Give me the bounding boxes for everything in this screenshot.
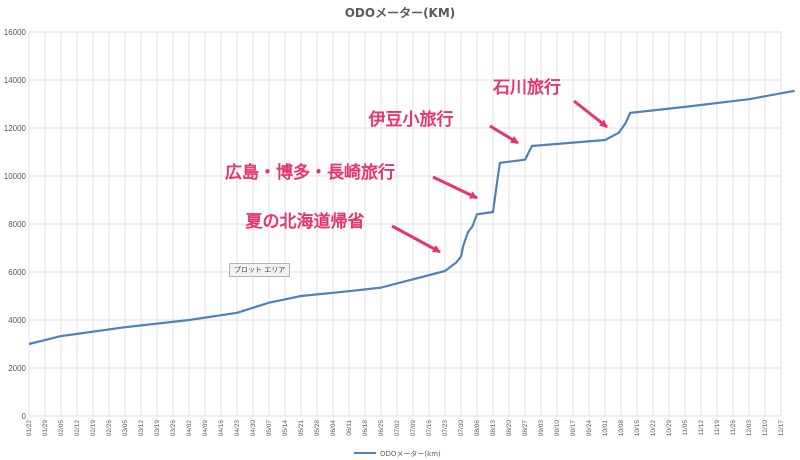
annotation-arrow [489, 124, 519, 145]
x-tick-label: 10/22 [650, 420, 657, 437]
x-tick-label: 04/30 [250, 420, 257, 437]
annotation-label: 広島・博多・長崎旅行 [225, 162, 395, 183]
y-tick-label: 14000 [4, 76, 27, 85]
x-tick-label: 08/20 [506, 420, 513, 437]
y-tick-label: 12000 [4, 124, 27, 133]
x-tick-label: 07/30 [458, 420, 465, 437]
x-tick-label: 12/17 [778, 420, 785, 437]
x-tick-label: 10/29 [666, 420, 673, 437]
y-tick-label: 4000 [8, 316, 26, 325]
x-tick-label: 07/02 [394, 420, 401, 437]
annotation-arrow [573, 99, 608, 129]
y-tick-label: 8000 [8, 220, 26, 229]
x-tick-label: 11/05 [682, 420, 689, 436]
x-tick-label: 07/16 [426, 420, 433, 437]
x-tick-label: 09/24 [586, 420, 593, 437]
x-tick-label: 08/27 [522, 420, 529, 437]
x-axis-tick-labels: 01/22 01/29 02/05 02/12 02/19 02/26 03/05 03/12… [26, 420, 785, 437]
x-tick-label: 05/14 [282, 420, 289, 437]
x-tick-label: 12/03 [746, 420, 753, 437]
x-tick-label: 09/17 [570, 420, 577, 437]
legend: ODOメーター(km) [354, 449, 441, 458]
x-tick-label: 03/26 [170, 420, 177, 437]
x-tick-label: 06/25 [378, 420, 385, 437]
plot-area-tooltip: プロット エリア [229, 263, 291, 277]
annotation-label: 石川旅行 [492, 77, 561, 98]
x-tick-label: 08/06 [474, 420, 481, 437]
x-tick-label: 03/05 [122, 420, 129, 437]
x-tick-label: 04/16 [218, 420, 225, 437]
annotation-arrow [432, 175, 478, 200]
x-tick-label: 02/05 [58, 420, 65, 437]
x-tick-label: 11/19 [714, 420, 721, 436]
x-tick-label: 02/19 [90, 420, 97, 437]
x-tick-label: 05/21 [298, 420, 305, 437]
x-tick-label: 03/12 [138, 420, 145, 437]
y-axis-tick-labels: 0 2000 4000 6000 8000 10000 12000 14000 16000 [4, 28, 27, 421]
x-tick-label: 09/10 [554, 420, 561, 437]
x-tick-label: 07/09 [410, 420, 417, 437]
x-tick-label: 02/26 [106, 420, 113, 437]
legend-label: ODOメーター(km) [380, 449, 441, 458]
y-tick-label: 10000 [4, 172, 27, 181]
x-tick-label: 06/04 [330, 420, 337, 437]
y-tick-label: 0 [22, 412, 27, 421]
x-tick-label: 11/12 [698, 420, 705, 436]
x-tick-label: 06/11 [346, 420, 353, 436]
annotation-arrow [391, 224, 441, 254]
horizontal-gridlines [29, 31, 781, 417]
x-tick-label: 11/26 [730, 420, 737, 436]
series-line [28, 89, 795, 346]
x-tick-label: 02/12 [74, 420, 81, 437]
x-tick-label: 04/02 [186, 420, 193, 437]
y-tick-label: 16000 [4, 28, 27, 37]
y-tick-label: 2000 [8, 364, 26, 373]
series-group [28, 89, 795, 346]
x-tick-label: 06/18 [362, 420, 369, 437]
x-tick-label: 04/09 [202, 420, 209, 437]
x-tick-label: 10/01 [602, 420, 609, 437]
x-tick-label: 01/22 [26, 420, 33, 437]
x-tick-label: 12/10 [762, 420, 769, 437]
x-tick-label: 04/23 [234, 420, 241, 437]
annotation-label: 伊豆小旅行 [368, 109, 454, 130]
annotation-label: 夏の北海道帰省 [246, 211, 365, 232]
x-tick-label: 01/29 [42, 420, 49, 437]
x-tick-label: 09/03 [538, 420, 545, 437]
x-tick-label: 10/08 [618, 420, 625, 437]
x-tick-label: 07/23 [442, 420, 449, 437]
y-tick-label: 6000 [8, 268, 26, 277]
x-tick-label: 08/13 [490, 420, 497, 437]
x-tick-label: 05/28 [314, 420, 321, 437]
x-tick-label: 05/07 [266, 420, 273, 437]
x-tick-label: 10/15 [634, 420, 641, 437]
x-tick-label: 03/19 [154, 420, 161, 437]
chart-title: ODOメーター(KM) [345, 6, 456, 20]
